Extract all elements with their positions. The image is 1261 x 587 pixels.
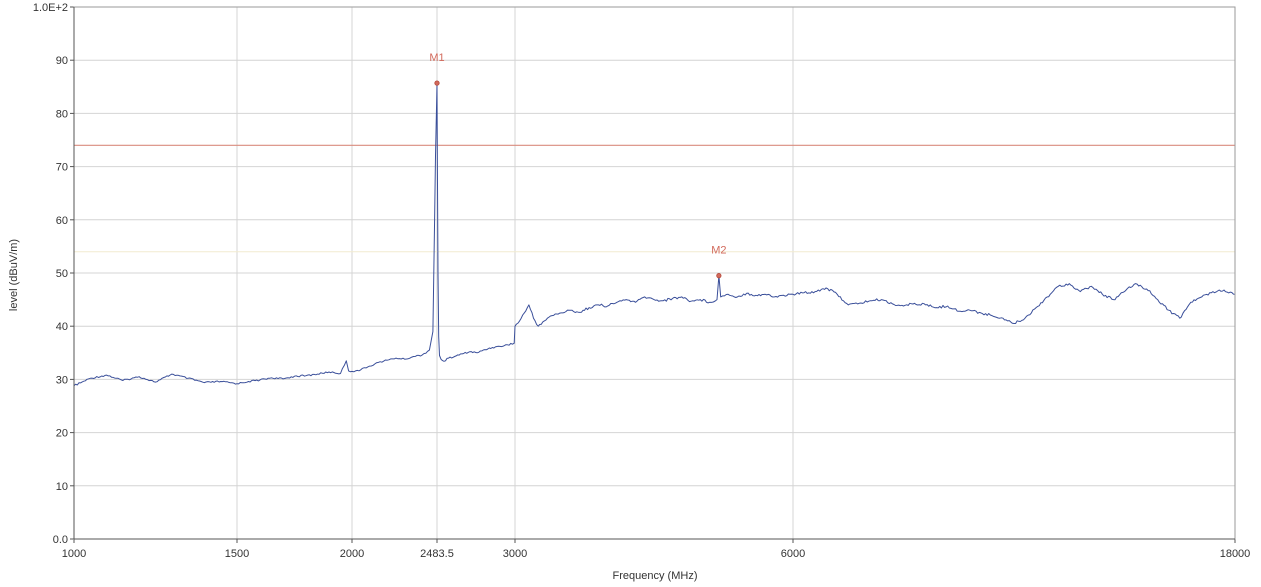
y-tick-label: 10	[56, 481, 68, 493]
y-tick-label: 90	[56, 55, 68, 67]
marker-label: M2	[711, 245, 726, 257]
marker-point	[716, 273, 722, 279]
x-tick-label: 2000	[340, 548, 364, 560]
markers: M1 M2	[429, 52, 727, 279]
x-tick-label: 3000	[503, 548, 527, 560]
x-tick-label: 2483.5	[420, 548, 454, 560]
marker-point	[434, 80, 440, 86]
series-layer	[73, 82, 1236, 387]
y-tick-label: 40	[56, 321, 68, 333]
x-tick-label: 18000	[1220, 548, 1251, 560]
trace-line	[73, 82, 1236, 387]
grid	[74, 7, 1235, 539]
y-tick-label: 70	[56, 162, 68, 174]
axes	[70, 6, 1236, 543]
y-tick-label: 50	[56, 268, 68, 280]
y-axis-label: level (dBuV/m)	[8, 239, 20, 311]
x-tick-label: 1500	[225, 548, 249, 560]
x-tick-label: 6000	[781, 548, 805, 560]
y-tick-label: 60	[56, 215, 68, 227]
tick-labels: 0.0 10 20 30 40 50 60 70 80 90 1.0E+2 1000 1500 2000 2…	[33, 2, 1250, 560]
y-tick-label: 80	[56, 108, 68, 120]
x-tick-label: 1000	[62, 548, 86, 560]
y-tick-label: 30	[56, 374, 68, 386]
marker-label: M1	[429, 52, 444, 64]
x-axis-label: Frequency (MHz)	[613, 570, 698, 582]
y-tick-label: 1.0E+2	[33, 2, 68, 14]
y-tick-label: 20	[56, 428, 68, 440]
reference-lines	[74, 144, 1235, 253]
y-tick-label: 0.0	[53, 534, 68, 546]
